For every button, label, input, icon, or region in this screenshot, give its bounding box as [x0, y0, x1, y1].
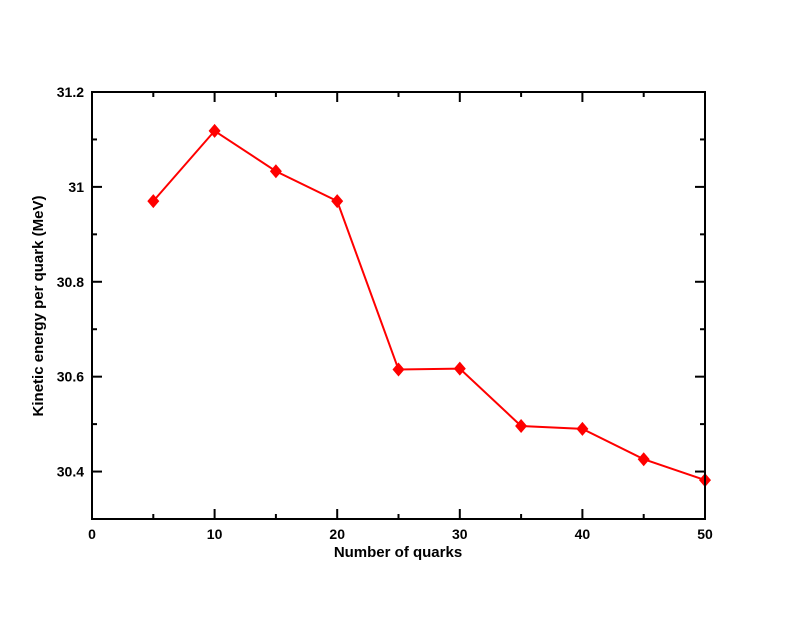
- x-tick-label: 10: [207, 526, 223, 542]
- x-tick-label: 50: [697, 526, 713, 542]
- data-point-diamond: [269, 164, 282, 179]
- data-point-diamond: [331, 194, 344, 209]
- y-tick-label: 30.4: [57, 464, 84, 480]
- series-group: [147, 123, 711, 488]
- tick-labels: 0 10 20 30 40 50 30.4 30.6 30.8 31 31.2: [57, 84, 713, 542]
- data-point-diamond: [576, 421, 589, 436]
- x-axis-label: Number of quarks: [334, 544, 462, 561]
- plot-frame: [91, 91, 706, 520]
- y-tick-label: 30.6: [57, 369, 84, 385]
- x-tick-label: 30: [452, 526, 468, 542]
- y-tick-label: 31.2: [57, 84, 84, 100]
- x-tick-label: 40: [575, 526, 591, 542]
- y-tick-label: 31: [68, 179, 84, 195]
- data-point-diamond: [515, 419, 528, 434]
- data-point-diamond: [453, 361, 466, 376]
- series-line: [152, 129, 706, 482]
- data-point-diamond: [637, 452, 650, 467]
- y-tick-label: 30.8: [57, 274, 84, 290]
- data-point-diamond: [147, 194, 160, 209]
- x-tick-label: 20: [329, 526, 345, 542]
- data-point-diamond: [392, 362, 405, 377]
- x-tick-label: 0: [88, 526, 96, 542]
- axis-ticks: [91, 91, 706, 519]
- y-axis-label: Kinetic energy per quark (MeV): [30, 196, 47, 417]
- data-point-diamond: [208, 123, 221, 138]
